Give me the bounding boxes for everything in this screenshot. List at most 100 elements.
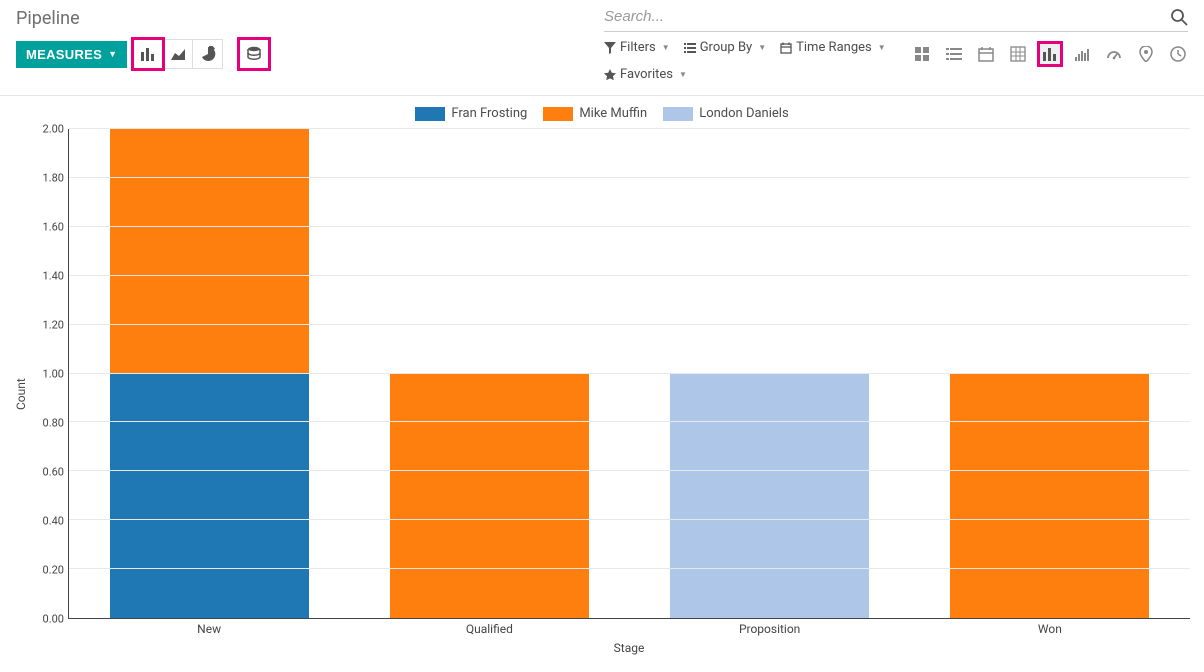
filter-label: Time Ranges <box>796 40 872 55</box>
legend-swatch <box>543 107 573 121</box>
gridline <box>69 519 1190 520</box>
y-tick-label: 0.60 <box>43 466 64 479</box>
gridline <box>69 275 1190 276</box>
pivot-view-icon <box>1010 46 1026 62</box>
dashboard-view-button[interactable] <box>1104 44 1124 64</box>
calendar-view-button[interactable] <box>976 44 996 64</box>
y-tick-label: 1.20 <box>43 319 64 332</box>
search-icon[interactable] <box>1170 8 1188 26</box>
legend-item[interactable]: London Daniels <box>663 106 788 121</box>
filter-group-by[interactable]: Group By ▼ <box>684 40 766 55</box>
bar-group <box>349 129 629 618</box>
y-tick-label: 0.20 <box>43 564 64 577</box>
activity-view-icon <box>1170 46 1186 62</box>
bar-group <box>630 129 910 618</box>
bar-segment[interactable] <box>390 374 589 619</box>
dashboard-view-icon <box>1106 46 1122 62</box>
calendar-icon <box>780 42 792 54</box>
list-icon <box>684 42 696 54</box>
kanban-view-icon <box>914 46 930 62</box>
legend-item[interactable]: Mike Muffin <box>543 106 647 121</box>
caret-down-icon: ▼ <box>878 43 886 52</box>
x-tick-label: Won <box>910 622 1190 636</box>
gridline <box>69 421 1190 422</box>
caret-down-icon: ▼ <box>758 43 766 52</box>
caret-down-icon: ▼ <box>108 49 117 59</box>
kanban-view-button[interactable] <box>912 44 932 64</box>
x-tick-label: New <box>69 622 349 636</box>
y-tick-label: 2.00 <box>43 123 64 136</box>
cohort-view-button[interactable] <box>1072 44 1092 64</box>
bar-group <box>910 129 1190 618</box>
star-icon <box>604 69 616 81</box>
bar-group <box>69 129 349 618</box>
y-tick-label: 1.00 <box>43 368 64 381</box>
y-tick-label: 0.80 <box>43 417 64 430</box>
cohort-view-icon <box>1074 47 1090 61</box>
filter-label: Group By <box>700 40 753 55</box>
bar-stack <box>110 129 309 618</box>
gridline <box>69 226 1190 227</box>
area-chart-icon <box>170 47 186 61</box>
pie-chart-icon <box>200 46 216 62</box>
stacked-toggle-button[interactable] <box>239 39 269 69</box>
calendar-view-icon <box>978 46 994 62</box>
measures-label: MEASURES <box>26 47 102 62</box>
x-tick-label: Proposition <box>630 622 910 636</box>
graph-view-icon <box>1042 47 1058 61</box>
pivot-view-button[interactable] <box>1008 44 1028 64</box>
chart-area: Fran Frosting Mike Muffin London Daniels C… <box>0 96 1204 672</box>
filter-label: Filters <box>620 40 656 55</box>
filter-label: Favorites <box>620 67 673 82</box>
page-title: Pipeline <box>16 8 600 29</box>
bar-segment[interactable] <box>110 374 309 619</box>
y-axis-label: Count <box>14 129 32 639</box>
gridline <box>69 324 1190 325</box>
filter-filters[interactable]: Filters ▼ <box>604 40 670 55</box>
caret-down-icon: ▼ <box>662 43 670 52</box>
legend-item[interactable]: Fran Frosting <box>415 106 527 121</box>
map-view-button[interactable] <box>1136 44 1156 64</box>
map-view-icon <box>1139 46 1153 62</box>
list-view-icon <box>946 46 962 62</box>
legend-swatch <box>415 107 445 121</box>
pie-chart-button[interactable] <box>193 39 223 69</box>
legend-label: Mike Muffin <box>579 106 647 121</box>
database-icon <box>246 46 262 62</box>
bar-stack <box>390 129 589 618</box>
gridline <box>69 128 1190 129</box>
bar-segment[interactable] <box>670 374 869 619</box>
bar-chart-button[interactable] <box>133 39 163 69</box>
filter-favorites[interactable]: Favorites ▼ <box>604 67 687 82</box>
x-axis-label: Stage <box>68 641 1190 655</box>
graph-view-button[interactable] <box>1040 44 1060 64</box>
area-chart-button[interactable] <box>163 39 193 69</box>
y-tick-label: 1.40 <box>43 270 64 283</box>
chart-plot: NewQualifiedPropositionWon <box>68 129 1190 619</box>
x-tick-label: Qualified <box>349 622 629 636</box>
gridline <box>69 373 1190 374</box>
y-tick-label: 1.60 <box>43 221 64 234</box>
gridline <box>69 568 1190 569</box>
y-tick-label: 0.40 <box>43 515 64 528</box>
y-tick-label: 1.80 <box>43 172 64 185</box>
bar-stack <box>950 129 1149 618</box>
legend-label: London Daniels <box>699 106 788 121</box>
list-view-button[interactable] <box>944 44 964 64</box>
funnel-icon <box>604 42 616 54</box>
legend-label: Fran Frosting <box>451 106 527 121</box>
search-input[interactable] <box>604 4 1170 29</box>
y-tick-label: 0.00 <box>43 613 64 626</box>
activity-view-button[interactable] <box>1168 44 1188 64</box>
gridline <box>69 470 1190 471</box>
bar-segment[interactable] <box>110 129 309 374</box>
legend-swatch <box>663 107 693 121</box>
bar-segment[interactable] <box>950 374 1149 619</box>
gridline <box>69 177 1190 178</box>
bar-stack <box>670 129 869 618</box>
chart-type-group <box>133 39 223 69</box>
caret-down-icon: ▼ <box>679 70 687 79</box>
measures-button[interactable]: MEASURES ▼ <box>16 41 127 68</box>
filter-time-ranges[interactable]: Time Ranges ▼ <box>780 40 886 55</box>
bar-chart-icon <box>140 47 156 61</box>
